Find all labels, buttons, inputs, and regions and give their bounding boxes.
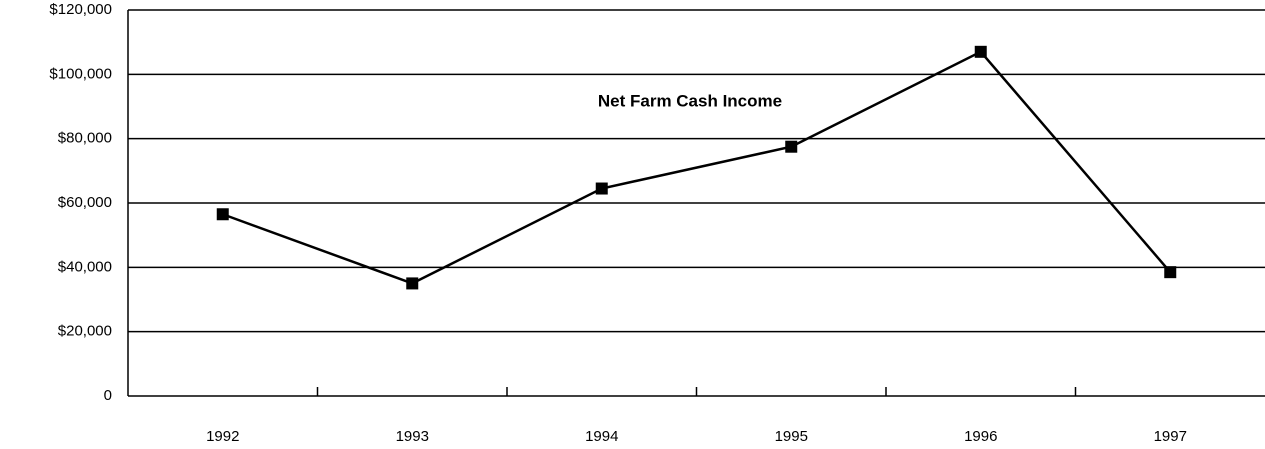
y-tick-label: $120,000 xyxy=(49,1,112,18)
y-tick-label: $80,000 xyxy=(58,130,112,147)
data-point xyxy=(406,277,419,290)
x-tick-label: 1993 xyxy=(396,428,429,445)
chart-title: Net Farm Cash Income xyxy=(598,91,782,110)
data-point xyxy=(1164,266,1177,279)
data-point xyxy=(216,208,229,221)
data-point xyxy=(785,140,798,153)
x-tick-label: 1994 xyxy=(585,428,618,445)
x-tick-label: 1992 xyxy=(206,428,239,445)
x-tick-label: 1997 xyxy=(1154,428,1187,445)
y-tick-label: $60,000 xyxy=(58,194,112,211)
y-tick-label: 0 xyxy=(104,387,112,404)
y-tick-label: $100,000 xyxy=(49,65,112,82)
data-point xyxy=(974,45,987,58)
x-tick-label: 1995 xyxy=(775,428,808,445)
y-tick-label: $40,000 xyxy=(58,258,112,275)
y-tick-label: $20,000 xyxy=(58,323,112,340)
data-point xyxy=(595,182,608,195)
data-line xyxy=(222,50,1172,285)
x-tick-label: 1996 xyxy=(964,428,997,445)
